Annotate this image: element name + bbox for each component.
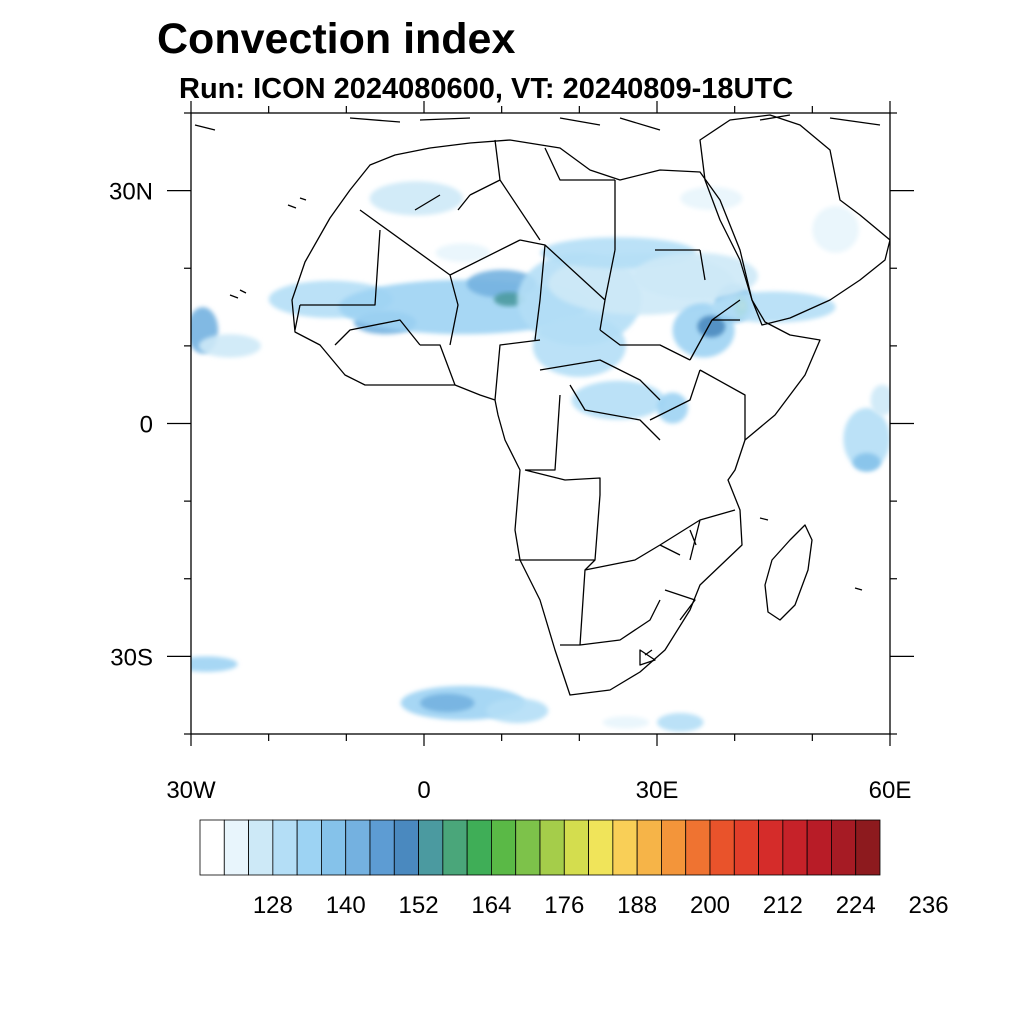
convection-region-1: [435, 243, 491, 263]
colorbar-swatch: [636, 819, 662, 876]
convection-region-31: [657, 713, 704, 732]
y-tick-label: 30S: [110, 644, 153, 671]
colorbar-swatch: [855, 819, 881, 876]
madagascar-outline: [764, 524, 813, 621]
colorbar-swatch: [418, 819, 444, 876]
convection-region-21: [812, 206, 859, 253]
colorbar-swatch: [612, 819, 638, 876]
colorbar-tick-label: 224: [836, 892, 876, 919]
colorbar-tick-label: 212: [763, 892, 803, 919]
colorbar-swatch: [369, 819, 395, 876]
colorbar-swatch: [296, 819, 322, 876]
convection-region-18: [711, 291, 836, 323]
colorbar-tick-label: 176: [544, 892, 584, 919]
colorbar-tick-label: 164: [471, 892, 511, 919]
convection-region-14: [697, 315, 726, 338]
convection-region-0: [369, 181, 463, 216]
colorbar-tick-label: 188: [617, 892, 657, 919]
convection-region-24: [870, 384, 890, 416]
colorbar-swatch: [661, 819, 687, 876]
convection-region-30: [486, 698, 549, 724]
colorbar: 128 140 152 164 176 188 200 212 224 236: [199, 819, 949, 919]
convection-region-32: [602, 716, 650, 729]
convection-region-23: [852, 452, 881, 472]
colorbar-swatch: [758, 819, 784, 876]
axis-ticks: 30W 0 30E 60E 30N 0 30S: [109, 101, 914, 804]
convection-region-22: [843, 407, 890, 471]
colorbar-swatch: [223, 819, 249, 876]
colorbar-swatch: [588, 819, 614, 876]
y-tick-label: 30N: [109, 179, 153, 206]
convection-region-26: [198, 334, 261, 358]
convection-region-19: [633, 252, 758, 300]
colorbar-tick-label: 200: [690, 892, 730, 919]
colorbar-swatch: [393, 819, 419, 876]
colorbar-swatch: [466, 819, 492, 876]
chart-subtitle: Run: ICON 2024080600, VT: 20240809-18UTC: [179, 73, 794, 105]
colorbar-swatch: [806, 819, 832, 876]
colorbar-swatch: [491, 819, 517, 876]
colorbar-tick-label: 236: [909, 892, 949, 919]
colorbar-swatch: [563, 819, 589, 876]
colorbar-swatch: [831, 819, 857, 876]
arabia-outline: [699, 114, 890, 326]
convection-region-11: [571, 380, 665, 420]
convection-region-12: [657, 392, 689, 424]
x-tick-label: 30E: [636, 777, 679, 804]
colorbar-swatch: [709, 819, 735, 876]
plot-background: [191, 113, 890, 734]
europe-fragment: [194, 114, 881, 131]
colorbar-swatch: [733, 819, 759, 876]
chart-title: Convection index: [157, 15, 516, 63]
colorbar-swatch: [442, 819, 468, 876]
island-outlines: [229, 197, 863, 656]
x-tick-label: 0: [417, 777, 430, 804]
convection-region-10: [532, 314, 626, 377]
colorbar-tick-label: 140: [326, 892, 366, 919]
x-tick-label: 30W: [166, 777, 216, 804]
colorbar-swatch: [199, 819, 225, 876]
colorbar-swatch: [515, 819, 541, 876]
colorbar-tick-label: 128: [253, 892, 293, 919]
convection-region-29: [420, 693, 475, 713]
convection-region-27: [191, 656, 238, 672]
colorbar-swatch: [321, 819, 347, 876]
colorbar-swatch: [685, 819, 711, 876]
colorbar-swatch: [272, 819, 298, 876]
colorbar-swatch: [782, 819, 808, 876]
africa-coastline: [291, 139, 821, 696]
colorbar-swatch: [345, 819, 371, 876]
land-outlines: [194, 114, 890, 696]
colorbar-swatch: [248, 819, 274, 876]
x-tick-label: 60E: [869, 777, 912, 804]
y-tick-label: 0: [140, 412, 153, 439]
convection-region-6: [493, 292, 525, 307]
country-border: [294, 139, 746, 666]
colorbar-swatch: [539, 819, 565, 876]
colorbar-tick-label: 152: [399, 892, 439, 919]
